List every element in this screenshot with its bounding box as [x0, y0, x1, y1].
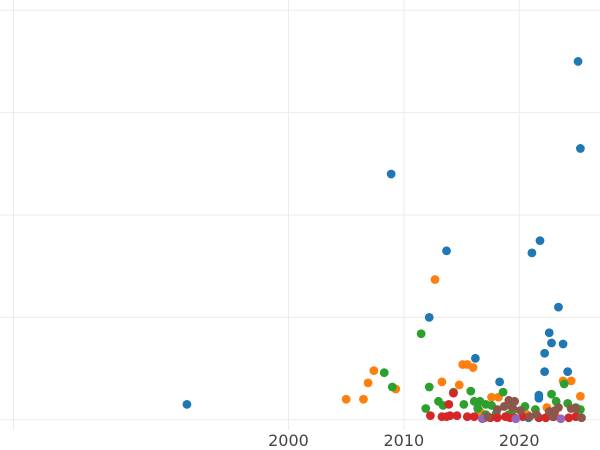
data-point-s3-6 — [462, 412, 472, 422]
data-point-s3-19 — [449, 388, 458, 398]
data-point-s3-5 — [452, 411, 462, 421]
data-point-s0-17 — [573, 57, 583, 66]
data-point-s1-1 — [359, 394, 368, 404]
data-point-s0-6 — [527, 248, 537, 258]
data-point-s0-13 — [547, 338, 556, 348]
data-point-s0-10 — [540, 348, 550, 358]
x-tick-labels: 2000 2010 2020 — [268, 431, 539, 450]
data-point-s3-10 — [492, 413, 502, 423]
data-point-s2-1 — [387, 382, 397, 392]
data-point-s2-0 — [379, 368, 389, 378]
data-point-s0-9 — [534, 393, 544, 403]
data-point-s5-0 — [483, 412, 493, 422]
data-point-s0-12 — [544, 328, 554, 338]
data-point-s5-7 — [525, 412, 535, 422]
data-point-s2-3 — [421, 404, 431, 413]
data-point-s5-8 — [532, 410, 541, 420]
data-point-s3-17 — [564, 413, 574, 423]
data-point-s0-3 — [442, 246, 451, 256]
data-point-s2-2 — [416, 329, 426, 339]
data-point-s2-4 — [424, 382, 434, 392]
data-point-s1-0 — [341, 394, 351, 404]
data-point-s0-18 — [575, 144, 585, 153]
data-point-s3-7 — [469, 412, 479, 422]
data-point-s2-9 — [466, 386, 476, 396]
data-point-s5-15 — [548, 412, 558, 422]
data-point-s0-11 — [540, 367, 550, 377]
x-tick-label-2000: 2000 — [268, 431, 309, 450]
x-tick-label-2010: 2010 — [383, 431, 424, 450]
data-point-s0-5 — [495, 377, 505, 387]
data-point-s1-3 — [369, 366, 379, 376]
data-point-s5-5 — [510, 396, 520, 406]
data-point-s2-8 — [459, 400, 469, 409]
data-point-s5-6 — [515, 406, 525, 415]
data-point-s4-2 — [556, 414, 566, 424]
data-point-s5-13 — [571, 404, 581, 413]
data-point-s5-2 — [499, 402, 509, 411]
data-point-s1-5 — [430, 275, 440, 284]
data-point-s1-11 — [487, 392, 496, 402]
data-point-s1-17 — [566, 376, 576, 386]
grid — [0, 0, 600, 430]
data-point-s3-0 — [425, 411, 435, 421]
data-point-s2-22 — [559, 379, 569, 389]
data-point-s1-10 — [468, 363, 478, 372]
data-point-s2-11 — [473, 404, 483, 413]
data-point-s0-2 — [424, 312, 434, 322]
data-point-s5-14 — [577, 413, 586, 423]
data-point-s1-2 — [363, 378, 373, 388]
data-point-s5-1 — [492, 405, 502, 414]
data-point-s1-6 — [437, 377, 447, 387]
data-point-s3-4 — [445, 411, 455, 421]
data-point-s2-16 — [498, 387, 508, 397]
data-point-s0-15 — [558, 339, 568, 349]
data-point-s1-18 — [575, 391, 585, 401]
data-point-s5-11 — [554, 403, 563, 412]
data-point-s3-3 — [444, 400, 454, 409]
data-point-s0-4 — [470, 353, 480, 363]
data-point-s1-7 — [454, 380, 464, 390]
data-point-s0-0 — [182, 400, 192, 409]
x-tick-label-2020: 2020 — [499, 431, 540, 450]
data-point-s0-16 — [563, 367, 573, 377]
data-point-s2-20 — [547, 389, 556, 399]
data-point-s0-14 — [554, 302, 563, 312]
data-point-s0-7 — [535, 236, 545, 245]
data-point-s4-1 — [511, 414, 521, 424]
data-point-s0-1 — [386, 169, 396, 179]
data-points — [182, 57, 586, 424]
